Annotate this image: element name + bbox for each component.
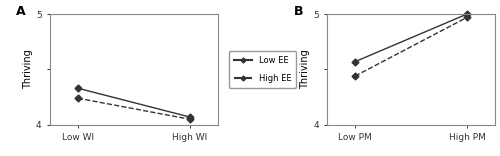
Text: B: B xyxy=(294,5,303,18)
Legend: Low EE, High EE: Low EE, High EE xyxy=(229,51,296,88)
Text: A: A xyxy=(16,5,26,18)
Y-axis label: Thriving: Thriving xyxy=(23,50,33,89)
Y-axis label: Thriving: Thriving xyxy=(300,50,310,89)
